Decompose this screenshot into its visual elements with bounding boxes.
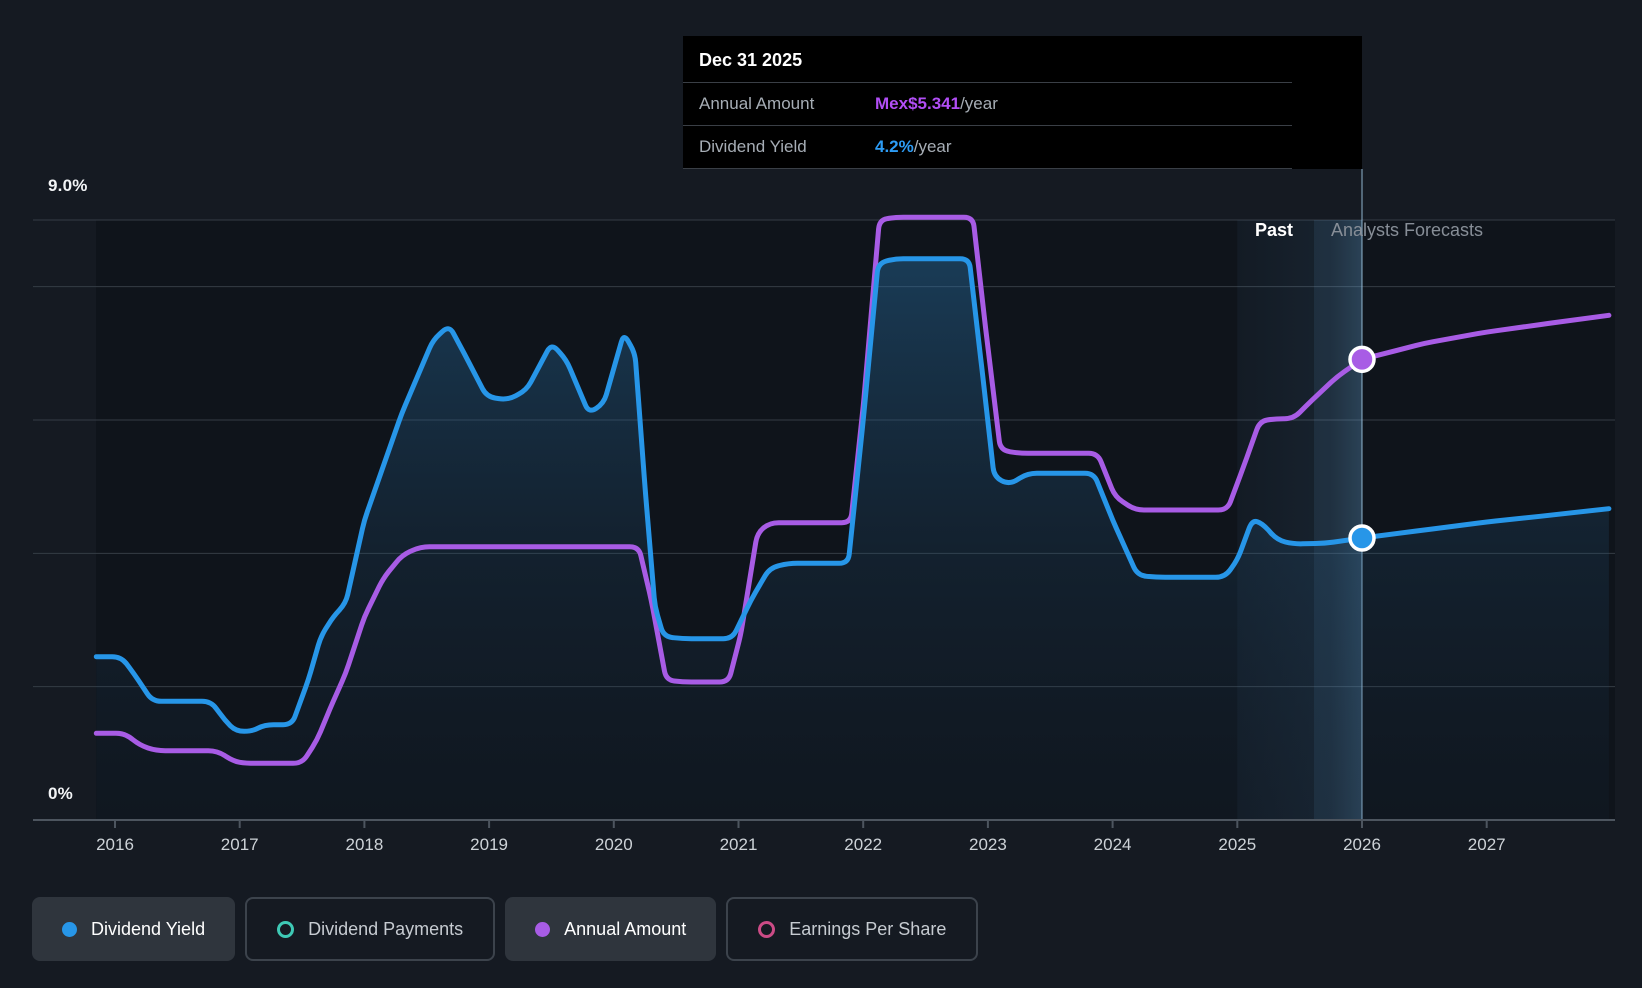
tooltip-value-annual-amount: Mex$5.341 (875, 94, 961, 113)
legend-item-dividend-yield[interactable]: Dividend Yield (32, 897, 236, 961)
dividend-yield-line (93, 256, 1612, 734)
y-axis-max-label: 9.0% (48, 176, 88, 195)
chart-tooltip: Dec 31 2025 Annual Amount Mex$5.341 /yea… (683, 36, 1362, 169)
x-axis-label: 2021 (720, 835, 758, 854)
legend-item-dividend-payments[interactable]: Dividend Payments (245, 897, 496, 961)
x-axis-label: 2017 (221, 835, 259, 854)
legend-item-annual-amount[interactable]: Annual Amount (505, 897, 717, 961)
earnings-per-share-swatch-icon (758, 920, 776, 938)
tooltip-label: Annual Amount (699, 94, 815, 113)
x-axis-label: 2027 (1468, 835, 1506, 854)
x-axis-label: 2025 (1218, 835, 1256, 854)
past-section-label: Past (1254, 220, 1294, 240)
tooltip-content: Dec 31 2025 Annual Amount Mex$5.341 /yea… (683, 36, 1292, 169)
x-axis-label: 2018 (345, 835, 383, 854)
x-axis-label: 2019 (470, 835, 508, 854)
tooltip-label: Dividend Yield (699, 137, 807, 156)
legend-item-earnings-per-share[interactable]: Earnings Per Share (726, 897, 979, 961)
dividend-payments-swatch-icon (277, 920, 295, 938)
legend-label: Dividend Payments (308, 918, 464, 939)
tooltip-row-annual-amount: Annual Amount Mex$5.341 /year (683, 83, 1292, 126)
x-axis-label: 2024 (1094, 835, 1132, 854)
legend-label: Dividend Yield (91, 918, 206, 939)
legend-label: Earnings Per Share (789, 918, 947, 939)
dividend-yield-swatch-icon (62, 921, 77, 937)
y-axis-zero-label: 0% (48, 784, 73, 803)
tooltip-date: Dec 31 2025 (683, 36, 1292, 83)
x-axis-label: 2023 (969, 835, 1007, 854)
annual-amount-line (93, 214, 1612, 766)
x-axis-label: 2016 (96, 835, 134, 854)
x-axis-label: 2026 (1343, 835, 1381, 854)
legend-label: Annual Amount (564, 918, 687, 939)
tooltip-row-dividend-yield: Dividend Yield 4.2% /year (683, 126, 1292, 169)
annual-amount-marker-dot (1348, 345, 1376, 374)
x-axis-label: 2020 (595, 835, 633, 854)
tooltip-suffix: /year (913, 137, 952, 156)
x-axis-label: 2022 (844, 835, 882, 854)
tooltip-value-dividend-yield: 4.2% (875, 137, 914, 156)
dividend-yield-marker-dot (1348, 524, 1376, 552)
forecasts-section-label: Analysts Forecasts (1331, 220, 1484, 240)
annual-amount-swatch-icon (535, 921, 551, 937)
tooltip-suffix: /year (960, 94, 998, 113)
chart-legend: Dividend Yield Dividend Payments Annual … (32, 897, 979, 961)
